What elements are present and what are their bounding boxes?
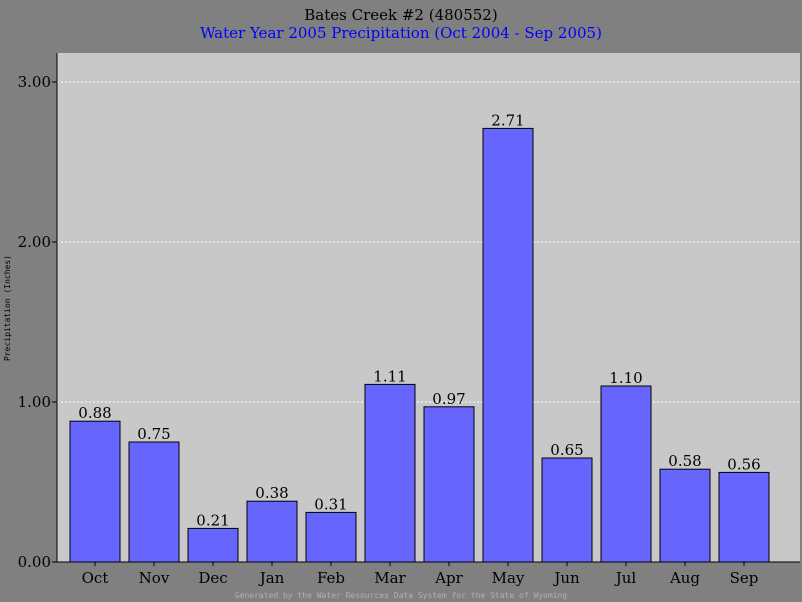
y-tick-label: 3.00 (18, 73, 51, 91)
bar-aug (659, 468, 711, 563)
x-tick-label: Mar (374, 569, 406, 587)
value-labels: 0.88 0.75 0.21 0.38 0.31 1.11 0.97 2.71 0.65 1.10… (78, 111, 760, 529)
x-tick-label: Oct (82, 569, 109, 587)
value-label: 1.11 (373, 367, 406, 385)
chart-title: Bates Creek #2 (480552) (304, 6, 497, 24)
x-tick-label: Jun (552, 569, 580, 587)
bar-nov (128, 441, 180, 563)
bar-may (482, 127, 534, 563)
x-tick-label: Nov (139, 569, 170, 587)
x-tick-label: Sep (730, 569, 759, 587)
value-label: 0.31 (314, 495, 347, 513)
chart-subtitle: Water Year 2005 Precipitation (Oct 2004 … (200, 24, 602, 42)
x-tick-label: May (492, 569, 525, 587)
y-axis-label: Precipitation (Inches) (3, 255, 12, 361)
bar-jul (600, 385, 652, 563)
value-label: 0.58 (668, 452, 701, 470)
x-tick-label: Aug (669, 569, 700, 587)
value-label: 0.88 (78, 404, 111, 422)
value-label: 0.21 (196, 511, 229, 529)
y-tick-label: 0.00 (18, 553, 51, 571)
y-tick-label: 1.00 (18, 393, 51, 411)
y-axis-ticks: 0.00 1.00 2.00 3.00 (18, 73, 57, 571)
bars (69, 127, 770, 563)
bar-oct (69, 420, 121, 563)
bar-mar (364, 383, 416, 563)
bar-dec (187, 527, 239, 563)
x-tick-label: Apr (434, 569, 463, 587)
value-label: 0.75 (137, 425, 170, 443)
footer-credit: Generated by the Water Resources Data Sy… (235, 591, 568, 600)
bar-jun (541, 457, 593, 563)
x-tick-label: Feb (317, 569, 345, 587)
value-label: 2.71 (491, 111, 524, 129)
x-tick-label: Jul (614, 569, 637, 587)
value-label: 0.56 (727, 455, 760, 473)
x-tick-label: Jan (258, 569, 285, 587)
x-tick-label: Dec (198, 569, 227, 587)
value-label: 0.38 (255, 484, 288, 502)
bar-feb (305, 511, 357, 563)
value-label: 0.97 (432, 390, 465, 408)
bar-apr (423, 406, 475, 563)
value-label: 1.10 (609, 369, 642, 387)
value-label: 0.65 (550, 441, 583, 459)
y-tick-label: 2.00 (18, 233, 51, 251)
bar-sep (718, 471, 770, 563)
bar-jan (246, 500, 298, 563)
x-axis-labels: Oct Nov Dec Jan Feb Mar Apr May Jun Jul Aug Sep (82, 562, 759, 587)
